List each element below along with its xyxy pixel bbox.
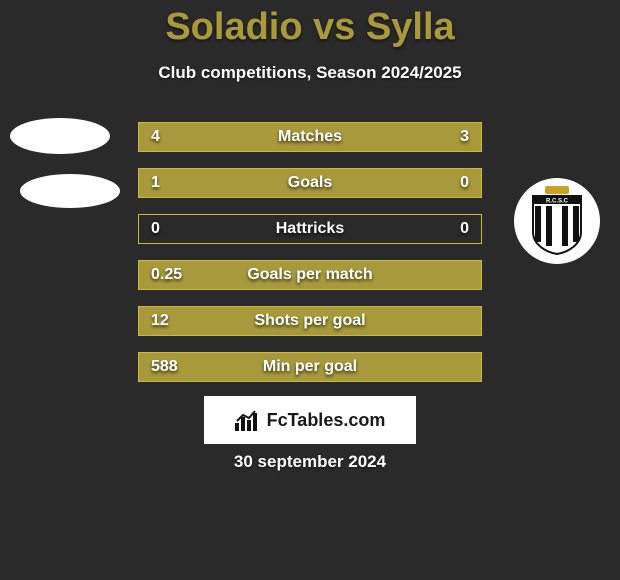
stat-row: 588Min per goal	[138, 352, 482, 382]
stat-label: Goals per match	[139, 261, 481, 289]
stat-row: 1Goals0	[138, 168, 482, 198]
stat-row: 12Shots per goal	[138, 306, 482, 336]
footer-brand-box: FcTables.com	[204, 396, 416, 444]
svg-text:R.C.S.C: R.C.S.C	[546, 199, 569, 205]
stat-bars: 4Matches31Goals00Hattricks00.25Goals per…	[138, 122, 482, 398]
page-title: Soladio vs Sylla	[0, 6, 620, 49]
stat-value-right: 0	[460, 169, 469, 197]
player-right-club-badge: R.C.S.C	[514, 178, 600, 264]
player-left-avatar-2	[20, 174, 120, 208]
stat-row: 4Matches3	[138, 122, 482, 152]
stat-value-right: 3	[460, 123, 469, 151]
player-left-avatar-1	[10, 118, 110, 154]
stat-label: Shots per goal	[139, 307, 481, 335]
stat-label: Goals	[139, 169, 481, 197]
stat-label: Min per goal	[139, 353, 481, 381]
comparison-card: Soladio vs Sylla Club competitions, Seas…	[0, 0, 620, 580]
footer-brand-text: FcTables.com	[267, 410, 386, 431]
comparison-date: 30 september 2024	[0, 452, 620, 472]
stat-value-right: 0	[460, 215, 469, 243]
club-crest-icon: R.C.S.C	[527, 186, 587, 256]
subtitle: Club competitions, Season 2024/2025	[0, 63, 620, 83]
fctables-logo-icon	[235, 409, 261, 431]
stat-row: 0Hattricks0	[138, 214, 482, 244]
stat-label: Matches	[139, 123, 481, 151]
stat-label: Hattricks	[139, 215, 481, 243]
stat-row: 0.25Goals per match	[138, 260, 482, 290]
